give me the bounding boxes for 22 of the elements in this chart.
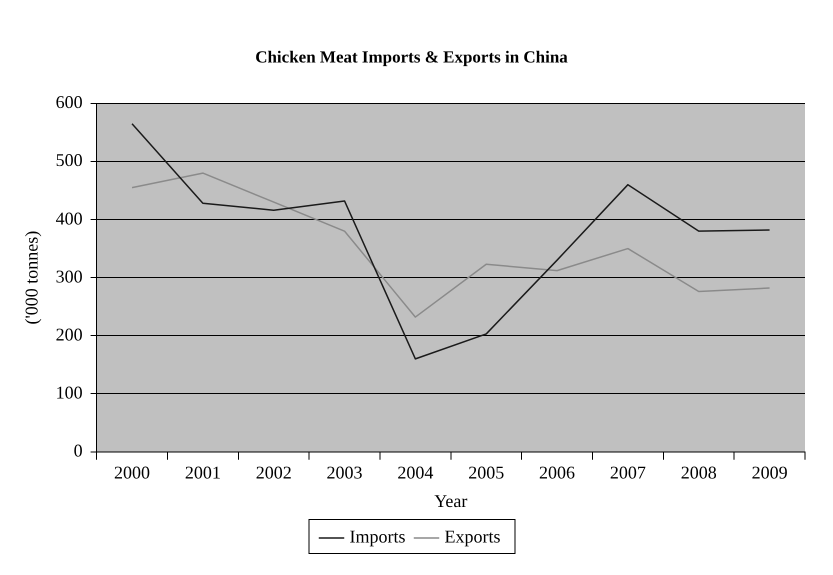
legend-label: Exports: [444, 526, 500, 547]
x-tick-label: 2005: [468, 462, 504, 482]
x-tick-label: 2004: [397, 462, 434, 482]
y-tick-label: 100: [56, 382, 83, 402]
x-tick-label: 2003: [326, 462, 363, 482]
y-tick-label: 600: [56, 92, 83, 112]
x-tick-label: 2008: [680, 462, 717, 482]
y-axis-title: ('000 tonnes): [22, 230, 42, 324]
y-tick-label: 200: [56, 324, 83, 344]
x-tick-label: 2006: [539, 462, 576, 482]
x-tick-label: 2002: [256, 462, 292, 482]
y-tick-label: 300: [56, 266, 83, 286]
legend-label: Imports: [350, 526, 406, 547]
x-axis-title: Year: [434, 490, 468, 511]
y-tick-label: 500: [56, 150, 83, 170]
x-tick-label: 2000: [114, 462, 150, 482]
x-tick-label: 2009: [752, 462, 788, 482]
y-tick-label: 400: [56, 208, 83, 228]
x-tick-label: 2007: [610, 462, 646, 482]
x-tick-label: 2001: [184, 462, 221, 482]
y-tick-label: 0: [74, 440, 83, 461]
chart-title: Chicken Meat Imports & Exports in China: [255, 48, 568, 67]
